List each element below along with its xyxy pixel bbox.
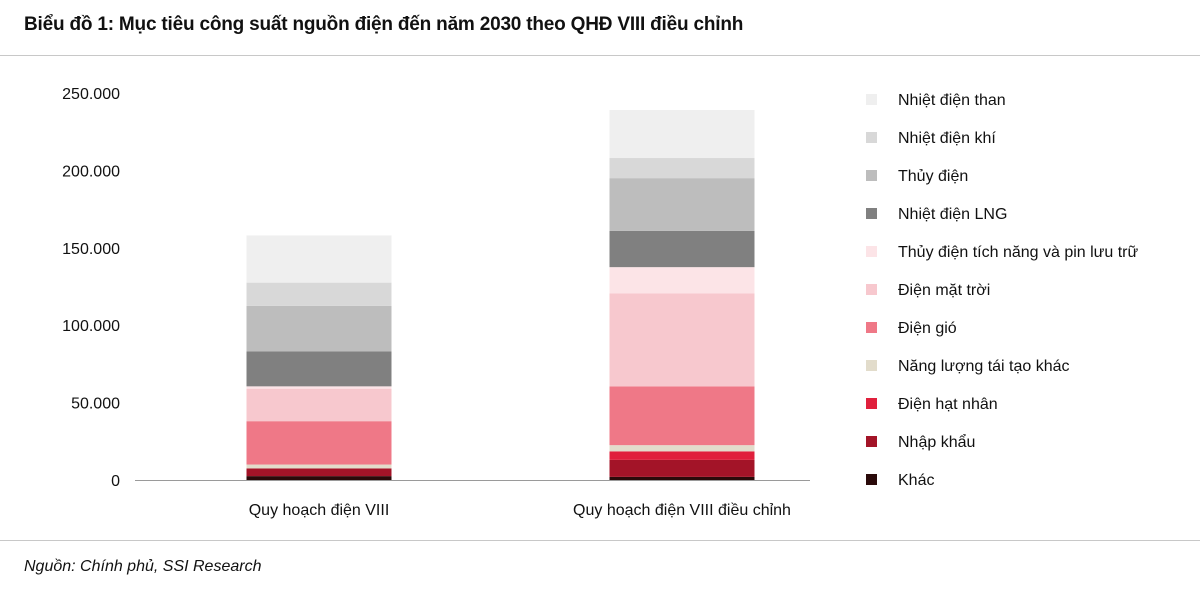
legend-swatch xyxy=(866,322,877,333)
legend-swatch xyxy=(866,208,877,219)
y-tick-label: 250.000 xyxy=(62,86,120,103)
legend-swatch xyxy=(866,398,877,409)
legend-swatch xyxy=(866,246,877,257)
legend-item: Nhập khẩu xyxy=(866,433,975,451)
x-category-label: Quy hoạch điện VIII xyxy=(249,502,390,519)
y-tick-label: 100.000 xyxy=(62,318,120,335)
bar-segment xyxy=(609,267,755,294)
bar-segment xyxy=(246,235,392,283)
legend-label: Nhiệt điện LNG xyxy=(898,206,1007,223)
legend-item: Năng lượng tái tạo khác xyxy=(866,358,1070,375)
bar-segment xyxy=(609,386,755,446)
legend-label: Nhập khẩu xyxy=(898,433,975,451)
legend-swatch xyxy=(866,132,877,143)
legend-label: Điện hạt nhân xyxy=(898,396,998,413)
bar-segment xyxy=(609,445,755,452)
bar-segment xyxy=(246,476,392,480)
legend-item: Điện mặt trời xyxy=(866,282,990,299)
y-axis: 0 50.000 100.000 150.000 200.000 250.000 xyxy=(62,86,120,490)
legend-label: Thủy điện xyxy=(898,168,968,185)
bar-segment xyxy=(246,388,392,422)
legend: Nhiệt điện than Nhiệt điện khí Thủy điện Nh… xyxy=(866,92,1139,489)
legend-label: Điện gió xyxy=(898,320,957,337)
bar-segment xyxy=(609,459,755,477)
bars xyxy=(246,110,755,480)
legend-swatch xyxy=(866,94,877,105)
bar-segment xyxy=(609,178,755,231)
bar-segment xyxy=(609,110,755,159)
bar-segment xyxy=(246,468,392,477)
legend-swatch xyxy=(866,474,877,485)
bar-segment xyxy=(609,293,755,387)
legend-item: Thủy điện xyxy=(866,168,968,185)
bar-segment xyxy=(609,230,755,268)
bar-stack xyxy=(609,110,755,480)
bar-segment xyxy=(246,386,392,389)
legend-label: Nhiệt điện khí xyxy=(898,130,996,147)
legend-label: Thủy điện tích năng và pin lưu trữ xyxy=(898,244,1139,261)
legend-item: Nhiệt điện khí xyxy=(866,130,996,147)
legend-swatch xyxy=(866,170,877,181)
bar-segment xyxy=(246,351,392,387)
legend-item: Điện gió xyxy=(866,320,957,337)
bar-segment xyxy=(609,158,755,179)
x-category-label: Quy hoạch điện VIII điều chỉnh xyxy=(573,502,791,519)
y-tick-label: 150.000 xyxy=(62,241,120,258)
bar-segment xyxy=(609,476,755,480)
legend-item: Nhiệt điện than xyxy=(866,92,1006,109)
legend-swatch xyxy=(866,360,877,371)
bar-segment xyxy=(246,464,392,469)
legend-label: Khác xyxy=(898,472,934,489)
chart-title: Biểu đồ 1: Mục tiêu công suất nguồn điện… xyxy=(24,14,744,35)
stacked-bar-chart: 0 50.000 100.000 150.000 200.000 250.000 Quy … xyxy=(62,86,1139,519)
bottom-divider xyxy=(0,540,1200,541)
legend-swatch xyxy=(866,284,877,295)
bar-segment xyxy=(609,451,755,460)
legend-item: Thủy điện tích năng và pin lưu trữ xyxy=(866,244,1139,261)
y-tick-label: 50.000 xyxy=(71,396,120,413)
top-divider xyxy=(0,55,1200,56)
legend-item: Khác xyxy=(866,472,934,489)
legend-label: Điện mặt trời xyxy=(898,282,990,299)
legend-label: Năng lượng tái tạo khác xyxy=(898,358,1070,375)
legend-label: Nhiệt điện than xyxy=(898,92,1006,109)
bar-segment xyxy=(246,305,392,352)
x-axis: Quy hoạch điện VIII Quy hoạch điện VIII đ… xyxy=(135,480,810,519)
legend-item: Nhiệt điện LNG xyxy=(866,206,1007,223)
y-tick-label: 0 xyxy=(111,473,120,490)
y-tick-label: 200.000 xyxy=(62,163,120,180)
bar-stack xyxy=(246,235,392,480)
legend-item: Điện hạt nhân xyxy=(866,396,998,413)
source-note: Nguồn: Chính phủ, SSI Research xyxy=(24,558,262,575)
bar-segment xyxy=(246,282,392,306)
bar-segment xyxy=(246,421,392,465)
legend-swatch xyxy=(866,436,877,447)
